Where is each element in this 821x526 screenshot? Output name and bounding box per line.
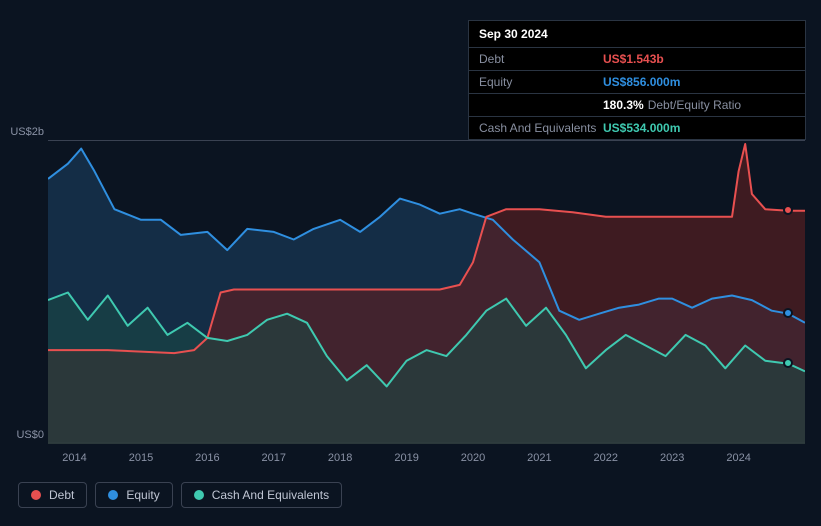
- chart-svg: [48, 141, 805, 444]
- legend-swatch-debt: [31, 490, 41, 500]
- tooltip-row-ratio: 180.3% Debt/Equity Ratio: [469, 94, 805, 117]
- legend: Debt Equity Cash And Equivalents: [18, 482, 342, 508]
- x-tick: 2018: [328, 452, 352, 464]
- tooltip-value-cash: US$534.000m: [603, 121, 680, 135]
- x-tick: 2024: [726, 452, 750, 464]
- chart-tooltip: Sep 30 2024 Debt US$1.543b Equity US$856…: [468, 20, 806, 140]
- y-axis-label-top: US$2b: [4, 126, 44, 138]
- tooltip-ratio-value: 180.3%: [603, 98, 644, 112]
- tooltip-label: Cash And Equivalents: [479, 121, 603, 135]
- x-axis: 2014 2015 2016 2017 2018 2019 2020 2021 2022 2023…: [48, 448, 805, 468]
- legend-label: Equity: [126, 488, 159, 502]
- x-tick: 2021: [527, 452, 551, 464]
- marker-equity: [783, 308, 793, 318]
- legend-item-debt[interactable]: Debt: [18, 482, 87, 508]
- tooltip-row-cash: Cash And Equivalents US$534.000m: [469, 117, 805, 139]
- tooltip-label: [479, 98, 603, 112]
- chart-plot-area[interactable]: [48, 140, 805, 443]
- x-tick: 2023: [660, 452, 684, 464]
- legend-label: Cash And Equivalents: [212, 488, 329, 502]
- marker-cash: [783, 358, 793, 368]
- tooltip-value-equity: US$856.000m: [603, 75, 680, 89]
- y-axis-label-bottom: US$0: [4, 429, 44, 441]
- legend-item-cash[interactable]: Cash And Equivalents: [181, 482, 342, 508]
- chart-container: Sep 30 2024 Debt US$1.543b Equity US$856…: [0, 0, 821, 526]
- legend-swatch-cash: [194, 490, 204, 500]
- tooltip-row-equity: Equity US$856.000m: [469, 71, 805, 94]
- x-tick: 2022: [594, 452, 618, 464]
- legend-item-equity[interactable]: Equity: [95, 482, 172, 508]
- x-tick: 2016: [195, 452, 219, 464]
- x-tick: 2017: [262, 452, 286, 464]
- tooltip-label: Equity: [479, 75, 603, 89]
- legend-label: Debt: [49, 488, 74, 502]
- x-tick: 2014: [62, 452, 86, 464]
- tooltip-value-debt: US$1.543b: [603, 52, 664, 66]
- tooltip-ratio-label: Debt/Equity Ratio: [648, 98, 741, 112]
- legend-swatch-equity: [108, 490, 118, 500]
- marker-debt: [783, 205, 793, 215]
- tooltip-date: Sep 30 2024: [469, 21, 805, 48]
- tooltip-label: Debt: [479, 52, 603, 66]
- tooltip-row-debt: Debt US$1.543b: [469, 48, 805, 71]
- x-tick: 2019: [394, 452, 418, 464]
- x-tick: 2015: [129, 452, 153, 464]
- tooltip-ratio: 180.3% Debt/Equity Ratio: [603, 98, 741, 112]
- x-tick: 2020: [461, 452, 485, 464]
